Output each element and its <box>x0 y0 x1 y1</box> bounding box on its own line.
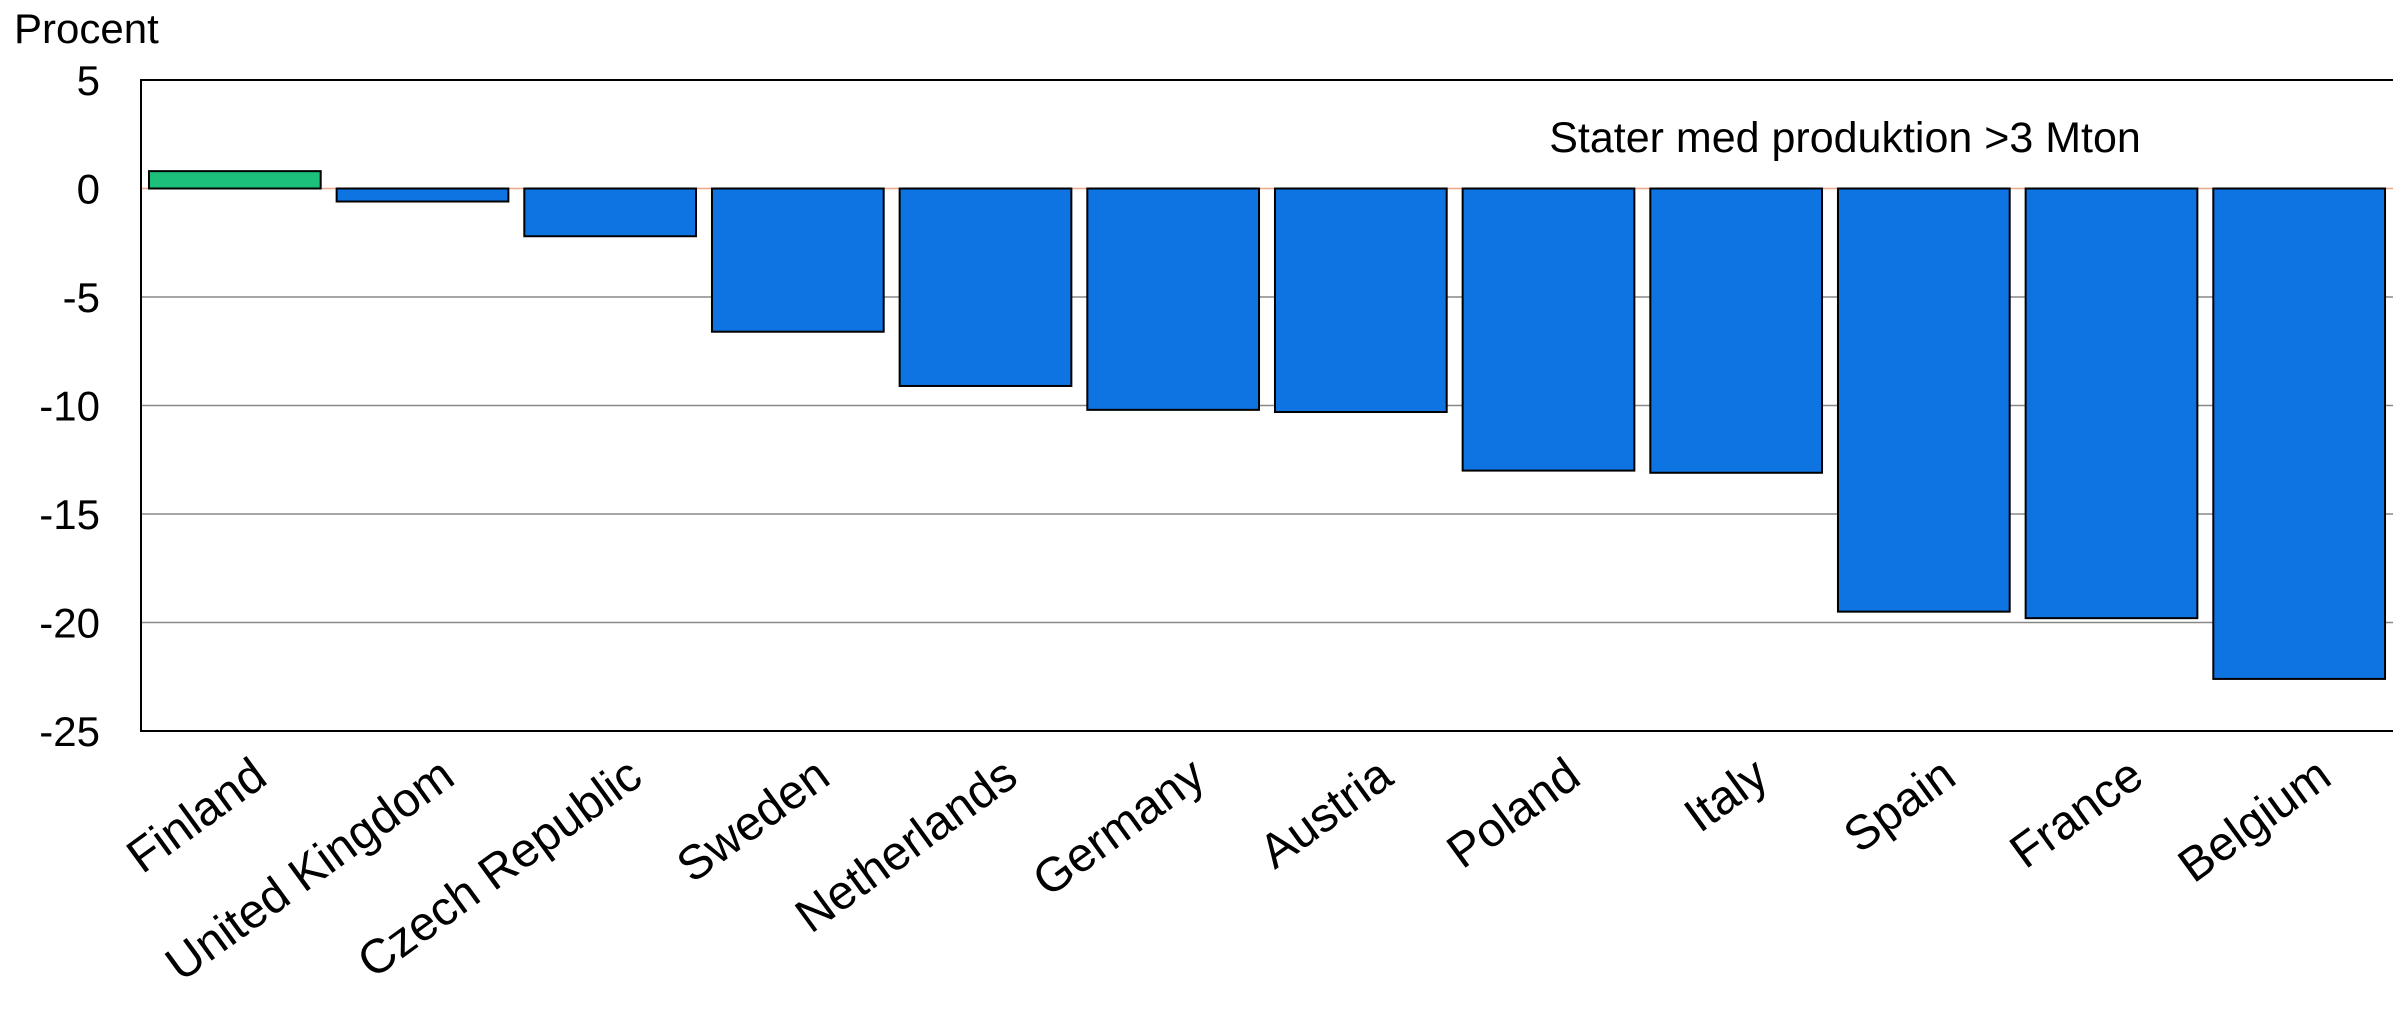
bar <box>1273 187 1448 414</box>
category-label: Spain <box>1835 748 1965 863</box>
chart-annotation: Stater med produktion >3 Mton <box>1549 114 2141 162</box>
gridlines <box>141 187 2393 624</box>
category-label: Finland <box>118 748 277 883</box>
y-tick-label: -20 <box>39 600 100 647</box>
y-tick-label: -15 <box>39 491 100 538</box>
y-tick-label: -10 <box>39 383 100 430</box>
bar <box>335 187 510 203</box>
y-axis-label: Procent <box>14 5 159 52</box>
bar <box>1086 187 1261 411</box>
bar <box>1836 187 2011 613</box>
category-label: Poland <box>1438 748 1590 879</box>
bar <box>523 187 698 238</box>
bar <box>1461 187 1636 472</box>
y-tick-labels: 5 0 -5 -10 -15 -20 -25 <box>39 57 100 755</box>
y-tick-label: -25 <box>39 708 100 755</box>
bar <box>710 187 885 333</box>
bar <box>898 187 1073 387</box>
bar <box>2212 187 2387 680</box>
category-label: Sweden <box>668 748 839 893</box>
y-tick-label: 0 <box>77 166 100 213</box>
category-label: France <box>2001 748 2153 879</box>
bar <box>147 170 322 190</box>
category-label: Austria <box>1250 748 1402 879</box>
plot-frame <box>140 79 2393 732</box>
y-tick-label: 5 <box>77 57 100 104</box>
bars <box>147 170 2387 680</box>
category-label: Belgium <box>2169 748 2340 893</box>
bar <box>1649 187 1824 474</box>
bar <box>2024 187 2199 620</box>
category-label: Italy <box>1675 748 1777 843</box>
category-label: Germany <box>1024 748 1215 907</box>
y-tick-label: -5 <box>63 274 100 321</box>
